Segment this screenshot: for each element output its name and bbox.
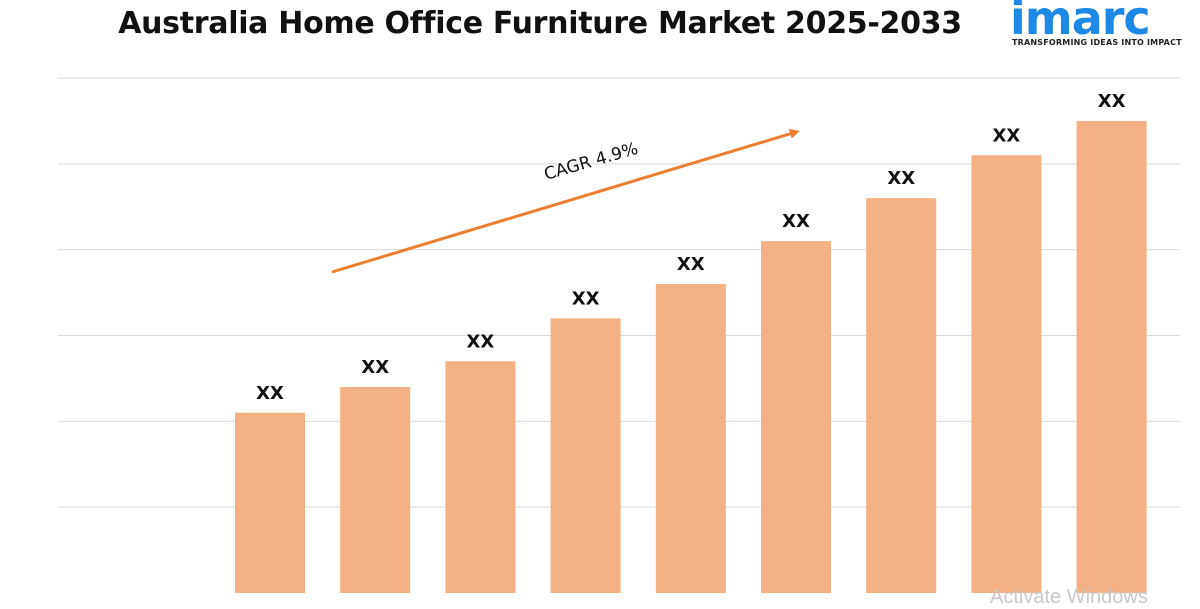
bar-value-label-9: XX: [1098, 91, 1126, 112]
bar-9: [1076, 120, 1147, 594]
cagr-annotation: CAGR 4.9%: [542, 139, 641, 185]
bar-value-label-4: XX: [572, 288, 600, 309]
bar-7: [866, 198, 937, 593]
logo-tagline: TRANSFORMING IDEAS INTO IMPACT: [1012, 38, 1182, 47]
bar-value-label-2: XX: [361, 357, 389, 378]
bar-value-label-8: XX: [993, 125, 1021, 146]
bar-value-label-3: XX: [467, 331, 495, 352]
imarc-logo: imarc TRANSFORMING IDEAS INTO IMPACT: [1010, 0, 1182, 52]
bar-6: [761, 241, 831, 594]
logo-wordmark: imarc: [1010, 0, 1151, 45]
chart-title: Australia Home Office Furniture Market 2…: [118, 6, 962, 41]
bar-value-label-6: XX: [782, 211, 810, 232]
bar-4: [550, 318, 621, 593]
cagr-arrow: [331, 128, 800, 274]
bar-value-label-7: XX: [887, 168, 915, 189]
bar-3: [445, 361, 516, 593]
bar-1: [235, 412, 305, 593]
bar-5: [655, 284, 726, 593]
activate-windows-watermark: Activate Windows: [990, 586, 1148, 608]
bar-value-label-5: XX: [677, 254, 705, 275]
bar-8: [971, 155, 1042, 593]
bar-value-label-1: XX: [256, 383, 284, 404]
bar-2: [340, 387, 411, 593]
